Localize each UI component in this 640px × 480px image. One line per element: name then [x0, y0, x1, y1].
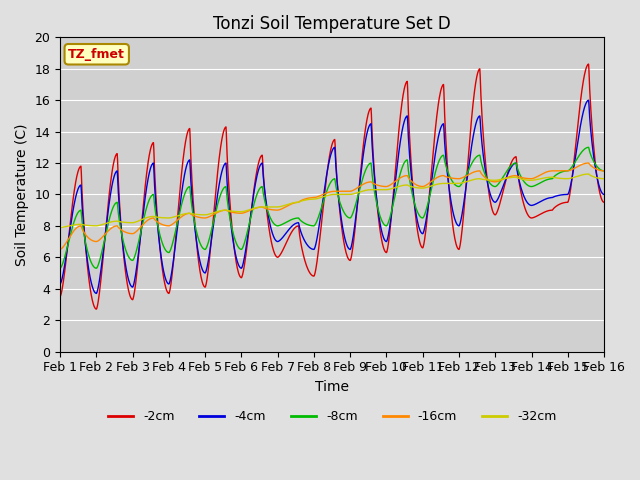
Legend: -2cm, -4cm, -8cm, -16cm, -32cm: -2cm, -4cm, -8cm, -16cm, -32cm: [103, 405, 561, 428]
X-axis label: Time: Time: [315, 380, 349, 394]
Text: TZ_fmet: TZ_fmet: [68, 48, 125, 61]
Title: Tonzi Soil Temperature Set D: Tonzi Soil Temperature Set D: [213, 15, 451, 33]
Y-axis label: Soil Temperature (C): Soil Temperature (C): [15, 123, 29, 265]
